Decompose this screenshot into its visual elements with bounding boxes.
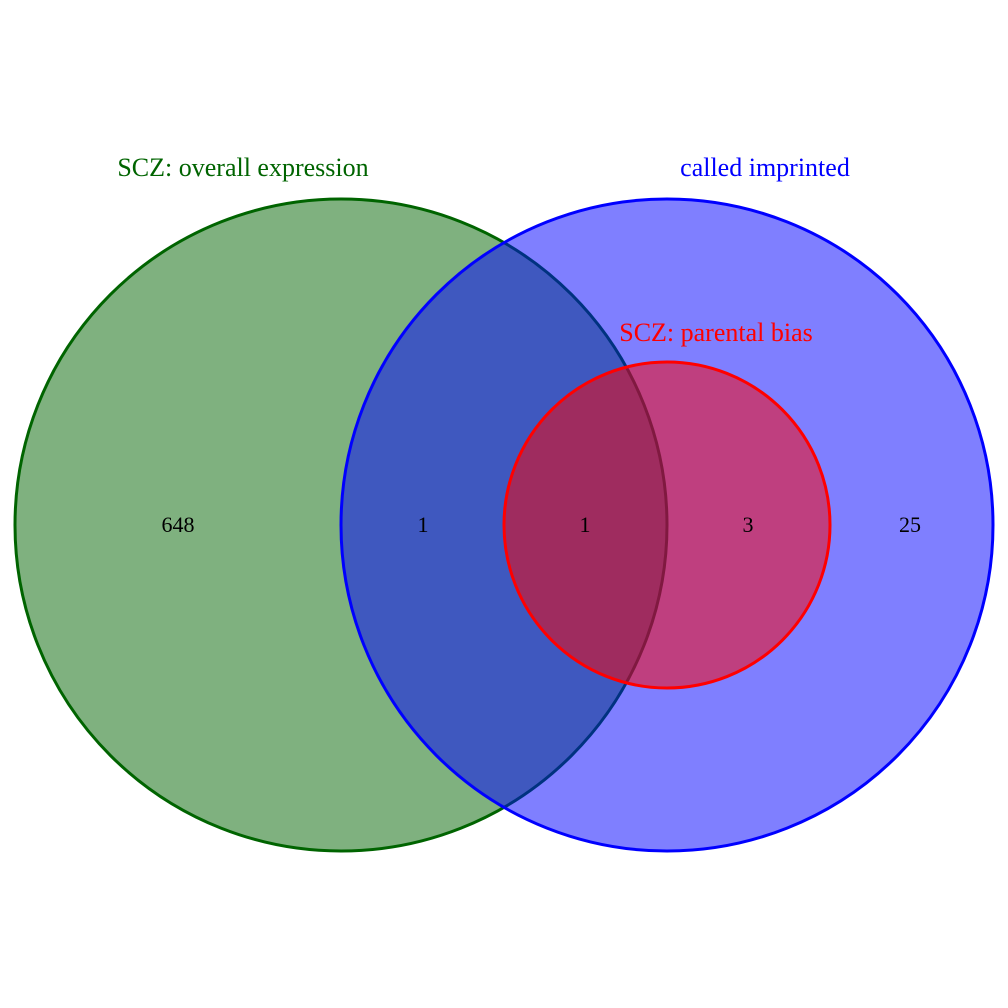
- set-label-parental-bias: SCZ: parental bias: [619, 318, 813, 347]
- set-label-called-imprinted: called imprinted: [680, 153, 850, 182]
- region-count-overall-expression-and-called-imprinted: 1: [418, 512, 429, 537]
- set-label-overall-expression: SCZ: overall expression: [117, 153, 368, 182]
- region-count-called-imprinted-and-parental-bias: 3: [743, 512, 754, 537]
- region-count-all-three: 1: [580, 512, 591, 537]
- region-count-called-imprinted-only: 25: [899, 512, 921, 537]
- region-count-overall-expression-only: 648: [162, 512, 195, 537]
- set-circle-parental-bias: [502, 360, 832, 690]
